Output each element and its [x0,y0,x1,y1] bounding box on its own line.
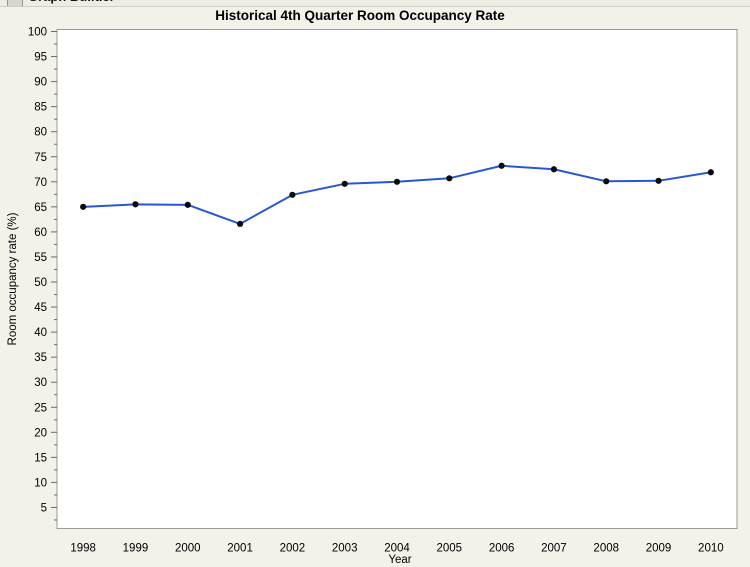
y-tick-label: 80 [34,127,47,139]
x-tick-label: 2008 [593,543,619,555]
data-point[interactable] [184,201,191,208]
data-point[interactable] [446,175,453,182]
data-point[interactable] [393,178,401,185]
x-tick-label: 2002 [280,543,306,555]
y-tick-label: 25 [34,402,47,414]
x-tick-label: 2007 [541,543,567,555]
y-tick-label: 95 [34,52,47,64]
y-tick-label: 70 [34,177,47,189]
x-tick-label: 1998 [70,543,96,555]
x-tick-label: 2010 [698,543,724,555]
y-tick-label: 20 [34,427,47,439]
x-tick-label: 1999 [123,543,149,555]
y-tick-label: 85 [34,102,47,114]
data-point[interactable] [550,166,558,173]
y-tick-label: 65 [34,202,47,214]
y-tick-label: 40 [34,327,47,339]
data-point[interactable] [80,203,87,210]
y-tick-label: 45 [34,302,47,314]
outline-header: Graph Builder [0,0,750,7]
data-point[interactable] [341,180,348,187]
data-point[interactable] [498,162,505,169]
plot-area[interactable] [56,29,738,529]
x-tick-label: 2004 [384,543,410,555]
data-point[interactable] [707,169,714,176]
x-axis-title: Year [388,554,411,566]
data-point[interactable] [132,201,139,208]
y-tick-label: 10 [34,477,47,489]
y-tick-label: 50 [34,277,47,289]
data-point[interactable] [289,191,296,198]
outline-title: Graph Builder [28,0,115,4]
x-tick-label: 2005 [437,543,463,555]
y-tick-label: 5 [41,502,47,514]
y-tick-label: 90 [34,77,47,89]
y-tick-label: 30 [34,377,47,389]
y-tick-label: 60 [34,227,47,239]
x-tick-label: 2006 [489,543,515,555]
x-tick-label: 2000 [175,543,201,555]
y-tick-label: 15 [34,452,47,464]
x-tick-label: 2009 [646,543,672,555]
disclosure-button[interactable] [7,0,23,6]
data-point[interactable] [655,177,662,184]
y-tick-label: 55 [34,252,47,264]
y-tick-label: 100 [28,27,47,39]
y-axis-title: Room occupancy rate (%) [7,212,19,345]
chart-title: Historical 4th Quarter Room Occupancy Ra… [215,8,505,23]
x-tick-label: 2001 [227,543,253,555]
data-point[interactable] [236,220,244,227]
data-point[interactable] [603,178,610,185]
x-tick-label: 2003 [332,543,358,555]
y-tick-label: 35 [34,352,47,364]
y-tick-label: 75 [34,152,47,164]
